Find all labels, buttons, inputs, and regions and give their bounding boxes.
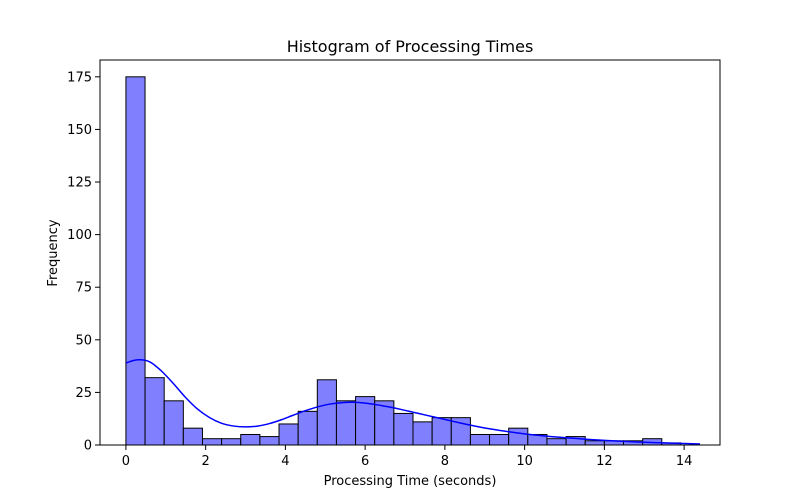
histogram-bars bbox=[125, 76, 682, 446]
x-tick-label: 12 bbox=[596, 454, 613, 469]
histogram-bar bbox=[489, 433, 510, 446]
histogram-bar bbox=[469, 433, 491, 446]
y-tick-label: 25 bbox=[75, 386, 92, 401]
x-tick-label: 8 bbox=[441, 454, 449, 469]
histogram-bar bbox=[546, 438, 567, 446]
y-axis-title: Frequency bbox=[46, 219, 61, 286]
histogram-bar bbox=[393, 412, 414, 446]
chart-title: Histogram of Processing Times bbox=[287, 37, 534, 56]
y-tick-label: 100 bbox=[67, 228, 92, 243]
plot-frame bbox=[99, 59, 721, 446]
histogram-bar bbox=[125, 76, 146, 446]
histogram-bar bbox=[221, 438, 242, 446]
histogram-bar bbox=[201, 438, 223, 446]
histogram-bar bbox=[412, 421, 433, 446]
x-tick-label: 14 bbox=[676, 454, 693, 469]
histogram-bar bbox=[182, 427, 203, 446]
histogram-bar bbox=[297, 410, 318, 446]
histogram-bar bbox=[584, 440, 605, 446]
histogram-bar bbox=[259, 436, 280, 446]
y-tick-label: 150 bbox=[67, 123, 92, 138]
x-axis-ticks: 0 2 4 6 8 10 12 14 bbox=[122, 445, 693, 469]
kde-curve bbox=[125, 359, 701, 445]
y-tick-label: 50 bbox=[75, 333, 92, 348]
x-axis-title: Processing Time (seconds) bbox=[324, 474, 497, 489]
x-tick-label: 6 bbox=[361, 454, 369, 469]
histogram-bar bbox=[144, 377, 165, 446]
histogram-bar bbox=[240, 433, 261, 446]
y-tick-label: 0 bbox=[84, 439, 92, 454]
x-tick-label: 0 bbox=[122, 454, 130, 469]
y-tick-label: 175 bbox=[67, 70, 92, 85]
histogram-bar bbox=[335, 400, 357, 446]
histogram-bar bbox=[163, 400, 184, 446]
x-tick-label: 2 bbox=[202, 454, 210, 469]
histogram-bar bbox=[316, 379, 337, 446]
x-tick-label: 4 bbox=[281, 454, 289, 469]
y-axis-ticks: 0 25 50 75 100 125 150 175 bbox=[67, 70, 100, 454]
y-tick-label: 125 bbox=[67, 176, 92, 191]
histogram-bar bbox=[508, 427, 529, 446]
x-tick-label: 10 bbox=[516, 454, 533, 469]
histogram-bar bbox=[431, 417, 452, 446]
histogram-bar bbox=[278, 423, 299, 446]
y-tick-label: 75 bbox=[75, 281, 92, 296]
